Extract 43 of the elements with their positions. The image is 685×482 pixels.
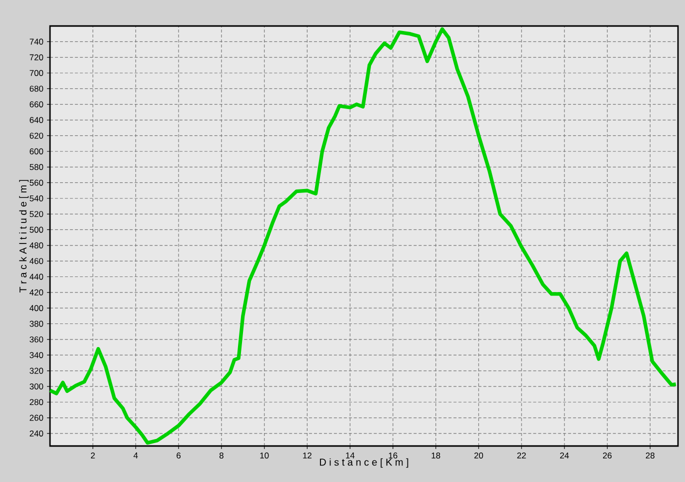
x-tick-label: 10 [260,452,269,459]
x-tick-label: 16 [388,452,398,459]
y-tick-label: 480 [30,242,44,248]
y-tick-label: 540 [30,195,44,202]
y-tick-label: 340 [30,352,44,358]
y-tick-label: 300 [30,383,44,390]
y-tick-label: 580 [30,164,44,170]
y-tick-label: 520 [30,211,44,218]
y-tick-label: 440 [30,274,44,280]
y-tick-label: 400 [30,305,44,312]
y-tick-label: 420 [30,289,44,296]
y-tick-label: 280 [30,399,44,406]
y-tick-label: 320 [30,368,44,374]
y-tick-label: 720 [30,54,44,60]
y-tick-label: 680 [30,86,44,92]
y-axis-title: T r a c k A l t i t u d e [ m ] [19,180,29,293]
x-tick-label: 6 [176,452,181,459]
x-tick-label: 4 [134,452,138,458]
y-tick-label: 240 [30,430,44,436]
y-tick-label: 620 [30,132,44,139]
x-tick-label: 28 [646,452,654,459]
x-tick-label: 26 [602,452,612,459]
y-tick-label: 660 [30,101,44,108]
y-tick-label: 460 [30,258,44,264]
y-tick-label: 600 [30,148,44,154]
x-tick-label: 20 [474,452,484,459]
x-tick-label: 18 [432,452,440,459]
x-tick-label: 22 [517,452,526,458]
x-tick-label: 14 [346,452,355,458]
x-tick-label: 8 [219,452,224,459]
y-tick-label: 380 [30,320,44,327]
y-tick-label: 700 [30,70,44,76]
y-tick-label: 640 [30,117,44,124]
y-tick-label: 260 [30,414,44,421]
y-tick-label: 740 [30,38,44,45]
y-tick-label: 560 [30,180,44,186]
line-series [48,27,678,445]
x-tick-label: 12 [303,452,312,458]
x-tick-label: 2 [90,452,95,458]
y-tick-label: 500 [30,226,44,233]
x-tick-label: 24 [560,452,569,458]
x-axis-title: D i s t a n c e [ K m ] [320,458,408,468]
y-tick-label: 360 [30,336,44,342]
